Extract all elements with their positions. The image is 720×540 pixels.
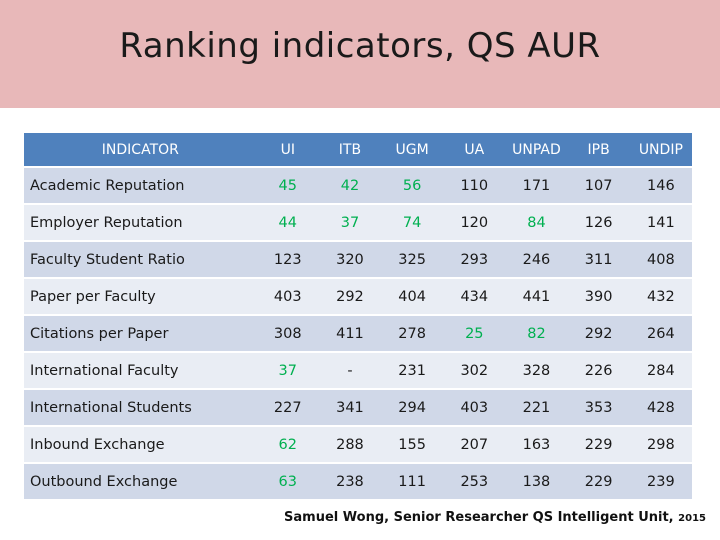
table-cell: 298 xyxy=(629,427,692,462)
table-cell: 434 xyxy=(443,279,506,314)
header-indicator: INDICATOR xyxy=(24,133,257,166)
table-cell: 320 xyxy=(318,242,382,277)
table-cell: 56 xyxy=(381,168,444,203)
table-cell: 171 xyxy=(505,168,568,203)
table-cell: 432 xyxy=(629,279,692,314)
table-row: Paper per Faculty 403 292 404 434 441 390 432 xyxy=(24,279,692,314)
row-label: Outbound Exchange xyxy=(24,464,257,499)
table-cell: 231 xyxy=(381,353,444,388)
table-row: Academic Reputation 45 42 56 110 171 107 146 xyxy=(24,168,692,203)
table-row: Faculty Student Ratio 123 320 325 293 246 311 4… xyxy=(24,242,692,277)
table-cell: 341 xyxy=(318,390,382,425)
header-ua: UA xyxy=(443,133,506,166)
table-cell: 302 xyxy=(443,353,506,388)
table-cell: 253 xyxy=(443,464,506,499)
table-cell: 221 xyxy=(505,390,568,425)
table-cell: 62 xyxy=(256,427,319,462)
table-cell: 229 xyxy=(567,464,630,499)
table-cell: - xyxy=(318,353,382,388)
table-row: Outbound Exchange 63 238 111 253 138 229 239 xyxy=(24,464,692,499)
row-label: Citations per Paper xyxy=(24,316,257,351)
table-cell: 390 xyxy=(567,279,630,314)
table-cell: 238 xyxy=(318,464,382,499)
table-cell: 292 xyxy=(567,316,630,351)
table-cell: 146 xyxy=(629,168,692,203)
table-cell: 110 xyxy=(443,168,506,203)
title-band xyxy=(0,0,720,108)
row-label: Employer Reputation xyxy=(24,205,257,240)
table-cell: 294 xyxy=(381,390,444,425)
table-cell: 82 xyxy=(505,316,568,351)
header-ipb: IPB xyxy=(567,133,630,166)
table-cell: 239 xyxy=(629,464,692,499)
table-cell: 441 xyxy=(505,279,568,314)
table-row: Employer Reputation 44 37 74 120 84 126 141 xyxy=(24,205,692,240)
table-cell: 293 xyxy=(443,242,506,277)
table-row: Inbound Exchange 62 288 155 207 163 229 298 xyxy=(24,427,692,462)
header-undip: UNDIP xyxy=(629,133,692,166)
table-cell: 284 xyxy=(629,353,692,388)
row-label: International Students xyxy=(24,390,257,425)
row-label: International Faculty xyxy=(24,353,257,388)
table-row: International Faculty 37-231 302 328 226 284 xyxy=(24,353,692,388)
table-cell: 163 xyxy=(505,427,568,462)
table-cell: 84 xyxy=(505,205,568,240)
table-cell: 408 xyxy=(629,242,692,277)
table-cell: 120 xyxy=(443,205,506,240)
table-cell: 288 xyxy=(318,427,382,462)
table-cell: 311 xyxy=(567,242,630,277)
table-cell: 207 xyxy=(443,427,506,462)
table-cell: 74 xyxy=(381,205,444,240)
table-cell: 226 xyxy=(567,353,630,388)
slide-title: Ranking indicators, QS AUR xyxy=(119,26,601,66)
row-label: Faculty Student Ratio xyxy=(24,242,257,277)
table-cell: 264 xyxy=(629,316,692,351)
table-cell: 37 xyxy=(256,353,319,388)
table-cell: 44 xyxy=(256,205,319,240)
table-cell: 111 xyxy=(381,464,444,499)
table-cell: 308 xyxy=(256,316,319,351)
table-cell: 292 xyxy=(318,279,382,314)
row-label: Paper per Faculty xyxy=(24,279,257,314)
table-cell: 45 xyxy=(256,168,319,203)
table-cell: 138 xyxy=(505,464,568,499)
table-cell: 155 xyxy=(381,427,444,462)
table-cell: 325 xyxy=(381,242,444,277)
table-cell: 246 xyxy=(505,242,568,277)
table-cell: 328 xyxy=(505,353,568,388)
credit-line: Samuel Wong, Senior Researcher QS Intell… xyxy=(0,510,706,525)
table-row: Citations per Paper 308 411 278 25 82 292 264 xyxy=(24,316,692,351)
table-cell: 25 xyxy=(443,316,506,351)
table-cell: 227 xyxy=(256,390,319,425)
table-cell: 428 xyxy=(629,390,692,425)
table-cell: 37 xyxy=(318,205,382,240)
header-ui: UI xyxy=(256,133,319,166)
header-itb: ITB xyxy=(318,133,382,166)
table-cell: 411 xyxy=(318,316,382,351)
table-cell: 123 xyxy=(256,242,319,277)
table-cell: 107 xyxy=(567,168,630,203)
table-row: International Students 227 341 294 403 221 353… xyxy=(24,390,692,425)
table-cell: 403 xyxy=(443,390,506,425)
table-cell: 126 xyxy=(567,205,630,240)
ranking-table: INDICATOR UI ITB UGM UA UNPAD IPB UNDIP … xyxy=(24,131,692,501)
header-unpad: UNPAD xyxy=(505,133,568,166)
row-label: Inbound Exchange xyxy=(24,427,257,462)
table-cell: 42 xyxy=(318,168,382,203)
table-cell: 403 xyxy=(256,279,319,314)
table-cell: 278 xyxy=(381,316,444,351)
header-ugm: UGM xyxy=(381,133,444,166)
table-header-row: INDICATOR UI ITB UGM UA UNPAD IPB UNDIP xyxy=(24,133,692,166)
table-cell: 404 xyxy=(381,279,444,314)
table-cell: 63 xyxy=(256,464,319,499)
credit-year: 2015 xyxy=(678,513,706,524)
credit-text: Samuel Wong, Senior Researcher QS Intell… xyxy=(284,510,674,525)
table-cell: 353 xyxy=(567,390,630,425)
table-cell: 229 xyxy=(567,427,630,462)
row-label: Academic Reputation xyxy=(24,168,257,203)
table-cell: 141 xyxy=(629,205,692,240)
